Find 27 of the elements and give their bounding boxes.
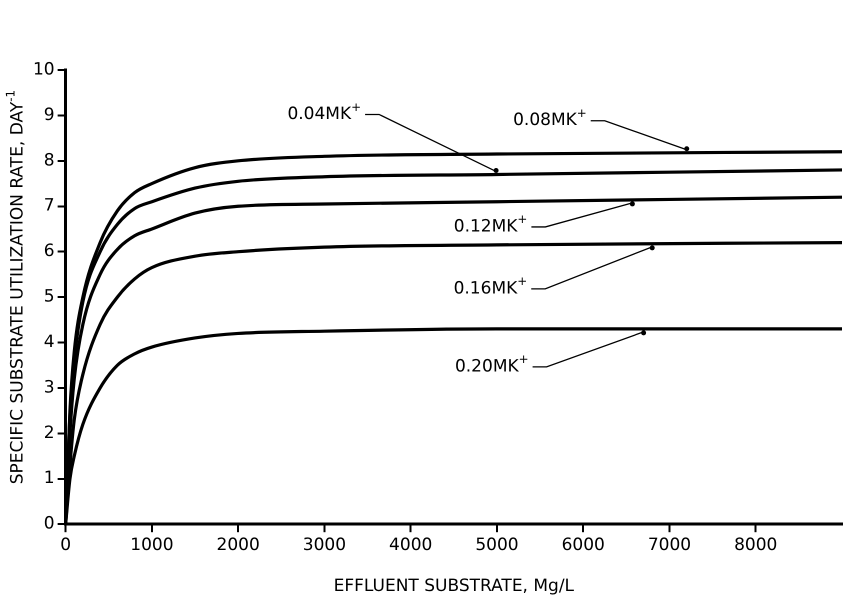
x-tick-label: 1000 — [130, 534, 174, 555]
y-tick-label: 5 — [44, 286, 55, 307]
y-tick-label: 7 — [44, 196, 55, 216]
y-tick-label: 8 — [44, 150, 55, 170]
y-tick-label: 2 — [44, 422, 55, 443]
y-tick-label: 0 — [44, 514, 55, 534]
y-tick-label: 1 — [44, 468, 55, 488]
series-label: 0.16MK+ — [454, 274, 528, 298]
y-tick-label: 10 — [32, 59, 55, 80]
x-tick-label: 5000 — [475, 534, 519, 555]
y-axis-title: SPECIFIC SUBSTRATE UTILIZATION RATE, DAY-1 — [3, 90, 28, 484]
y-tick-label: 4 — [44, 332, 55, 352]
text: 0.04MK+ — [287, 100, 362, 124]
x-tick-label: 3000 — [302, 534, 346, 555]
series-label: 0.12MK+ — [454, 212, 528, 236]
series-label: 0.08MK+ — [513, 106, 587, 130]
series-label: 0.20MK+ — [454, 352, 529, 376]
x-tick-label: 6000 — [562, 534, 605, 555]
x-axis-title: EFFLUENT SUBSTRATE, Mg/L — [334, 576, 575, 596]
x-tick-label: 0 — [60, 534, 72, 555]
x-tick-label: 7000 — [648, 534, 692, 555]
x-tick-label: 2000 — [216, 534, 260, 555]
x-tick-label: 8000 — [734, 534, 778, 555]
y-tick-label: 9 — [44, 104, 55, 125]
y-tick-label: 6 — [44, 241, 55, 262]
y-tick-label: 3 — [44, 377, 55, 398]
x-tick-label: 4000 — [389, 534, 432, 555]
